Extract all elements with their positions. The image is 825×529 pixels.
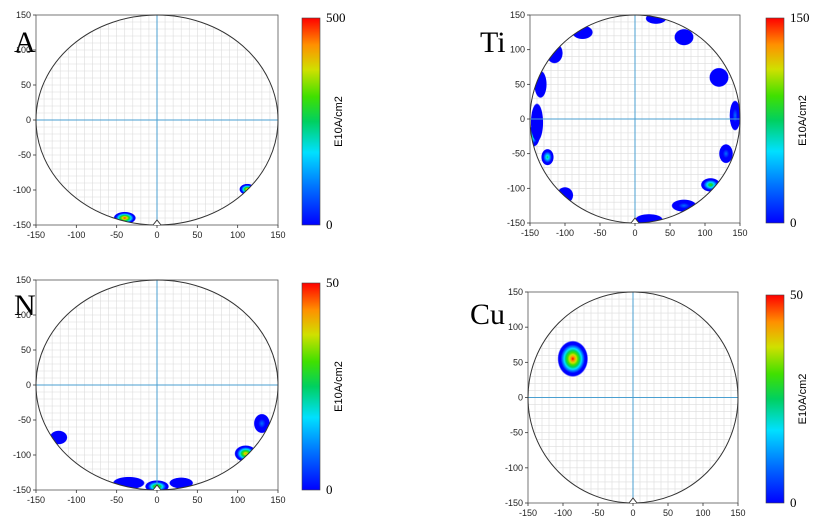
x-tick-label: 150 (270, 495, 285, 505)
y-tick-label: 50 (515, 79, 525, 89)
y-tick-label: -50 (18, 150, 31, 160)
colorbar-unit-label: E10A/cm2 (797, 95, 809, 146)
wafer-map-al: -150 -100 -50 0 50 100 150 -150 -100 -50 0 50 100 150… (13, 10, 346, 240)
panel-ti: Ti -150 -100 -50 0 50 100 150 -150 -100 -50 0 50 100… (0, 0, 825, 260)
wafer-map-ni: -150 -100 -50 0 50 100 150 -150 -100 -50 0 50 100 150… (13, 275, 345, 505)
wafer-notch (630, 217, 640, 224)
y-tick-label: 50 (21, 345, 31, 355)
x-tick-label: 0 (630, 508, 635, 518)
y-tick-label: 50 (513, 357, 523, 367)
y-tick-label: 150 (508, 287, 523, 297)
intensity-spot (557, 340, 589, 378)
x-tick-label: -150 (519, 508, 537, 518)
y-tick-label: -150 (13, 485, 31, 495)
intensity-spot (729, 100, 740, 131)
colorbar-min-label: 0 (326, 217, 333, 232)
y-tick-label: 150 (16, 10, 31, 20)
x-tick-label: -50 (110, 495, 123, 505)
wafer-notch (628, 497, 638, 504)
wafer-notch (152, 219, 162, 226)
y-tick-label: -100 (13, 450, 31, 460)
intensity-spot (530, 103, 544, 142)
x-tick-label: 100 (697, 228, 712, 238)
y-tick-label: 150 (16, 275, 31, 285)
colorbar-min-label: 0 (326, 482, 333, 497)
y-tick-label: -100 (505, 463, 523, 473)
y-tick-label: 0 (26, 380, 31, 390)
colorbar (301, 17, 321, 226)
x-tick-label: 50 (663, 508, 673, 518)
y-tick-label: 0 (520, 114, 525, 124)
intensity-spot (709, 67, 729, 88)
colorbar-min-label: 0 (790, 495, 797, 510)
colorbar-max-label: 50 (326, 275, 339, 290)
x-tick-label: 150 (270, 230, 285, 240)
x-tick-label: -50 (593, 228, 606, 238)
x-tick-label: 50 (665, 228, 675, 238)
panel-al: Al -150 -100 -50 0 50 100 150 -150 -100 -50 0 50 100… (0, 0, 412, 260)
y-tick-label: 100 (16, 45, 31, 55)
y-tick-label: -50 (510, 428, 523, 438)
y-tick-label: -150 (13, 220, 31, 230)
x-tick-label: 100 (695, 508, 710, 518)
x-tick-label: 100 (230, 495, 245, 505)
x-tick-label: -100 (67, 495, 85, 505)
colorbar (765, 294, 785, 504)
colorbar-unit-label: E10A/cm2 (797, 374, 809, 425)
y-tick-label: -50 (18, 415, 31, 425)
intensity-spot (674, 28, 694, 46)
x-tick-label: 50 (192, 495, 202, 505)
colorbar-min-label: 0 (790, 215, 797, 230)
y-tick-label: -100 (507, 183, 525, 193)
x-tick-label: -50 (591, 508, 604, 518)
x-tick-label: 150 (730, 508, 745, 518)
colorbar-max-label: 500 (326, 10, 346, 25)
colorbar-unit-label: E10A/cm2 (333, 96, 345, 147)
intensity-spot (541, 148, 554, 166)
colorbar-unit-label: E10A/cm2 (333, 361, 345, 412)
colorbar (765, 17, 785, 224)
element-label-ti: Ti (480, 26, 506, 59)
x-tick-label: -150 (521, 228, 539, 238)
x-tick-label: 100 (230, 230, 245, 240)
panel-ni: Ni -150 -100 -50 0 50 100 150 -150 -100 -50 0 50 100… (0, 0, 412, 529)
y-tick-label: -150 (507, 218, 525, 228)
element-label-cu: Cu (470, 298, 506, 331)
y-tick-label: -50 (512, 149, 525, 159)
x-tick-label: -150 (27, 230, 45, 240)
x-tick-label: -100 (556, 228, 574, 238)
wafer-notch (152, 484, 162, 491)
y-tick-label: 150 (510, 10, 525, 20)
colorbar-max-label: 50 (790, 287, 803, 302)
colorbar-max-label: 150 (790, 10, 810, 25)
x-tick-label: 0 (632, 228, 637, 238)
x-tick-label: -150 (27, 495, 45, 505)
y-tick-label: 0 (518, 393, 523, 403)
intensity-spot (253, 413, 270, 434)
y-tick-label: -100 (13, 185, 31, 195)
intensity-spot (719, 143, 733, 164)
y-tick-label: 100 (510, 45, 525, 55)
intensity-spot (169, 477, 194, 489)
y-tick-label: 100 (16, 310, 31, 320)
y-tick-label: -150 (505, 498, 523, 508)
y-tick-label: 100 (508, 322, 523, 332)
x-tick-label: 0 (154, 230, 159, 240)
colorbar (301, 282, 321, 491)
x-tick-label: 50 (192, 230, 202, 240)
x-tick-label: 0 (154, 495, 159, 505)
y-tick-label: 50 (21, 80, 31, 90)
x-tick-label: -100 (67, 230, 85, 240)
y-tick-label: 0 (26, 115, 31, 125)
wafer-map-ti: -150 -100 -50 0 50 100 150 -150 -100 -50 0 50 100 150… (507, 10, 810, 238)
x-tick-label: -100 (554, 508, 572, 518)
x-tick-label: 150 (732, 228, 747, 238)
x-tick-label: -50 (110, 230, 123, 240)
